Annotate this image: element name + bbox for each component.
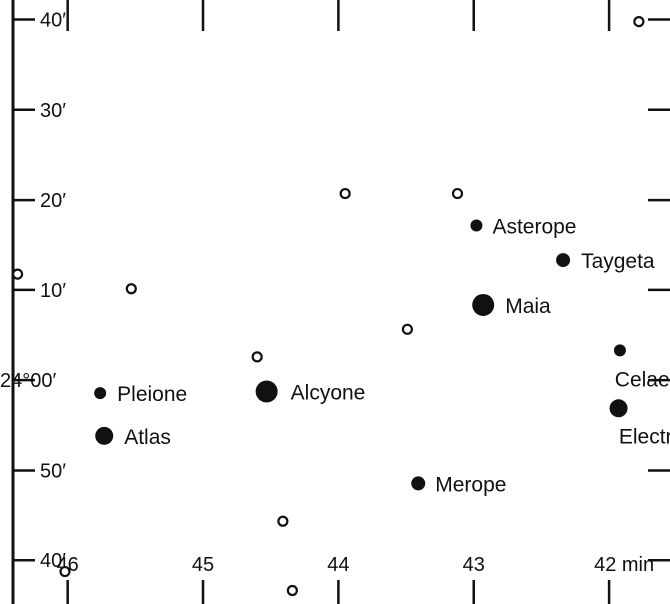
star-taygeta <box>556 253 571 268</box>
faint-star-1 <box>339 187 351 200</box>
y-tick-label-0: 40′ <box>40 9 66 31</box>
label-alcyone: Alcyone <box>291 381 366 404</box>
faint-star-9 <box>286 584 298 597</box>
y-tick-label-6: 40′ <box>40 550 66 572</box>
top-ticks <box>66 0 611 31</box>
label-pleione: Pleione <box>117 383 187 406</box>
label-merope: Merope <box>435 473 506 496</box>
star-maia <box>472 293 495 316</box>
star-markers <box>11 16 645 597</box>
x-tick-label-3: 43 <box>463 554 485 576</box>
label-celaeno: Celaeno <box>615 368 670 391</box>
faint-star-5 <box>401 323 414 335</box>
y-tick-label-2: 20′ <box>40 190 66 212</box>
y-tick-labels: 40′ 30′ 20′ 10′ 24°00′ 50′ 40′ <box>0 9 66 572</box>
faint-star-3 <box>11 268 24 280</box>
y-tick-label-1: 30′ <box>40 100 66 122</box>
star-electra <box>609 399 628 418</box>
left-ticks <box>13 18 35 562</box>
star-atlas <box>95 426 114 445</box>
faint-star-7 <box>277 515 289 527</box>
y-tick-label-3: 10′ <box>40 280 66 302</box>
star-pleione <box>94 387 107 400</box>
label-asterope: Asterope <box>492 215 576 238</box>
faint-star-4 <box>125 283 137 295</box>
label-maia: Maia <box>505 295 551 318</box>
x-tick-label-4: 42 min <box>594 554 654 576</box>
faint-star-6 <box>251 351 263 363</box>
faint-star-0 <box>633 16 645 28</box>
y-tick-label-4: 24°00′ <box>0 370 56 392</box>
bottom-ticks <box>66 580 611 604</box>
x-tick-label-2: 44 <box>327 554 349 576</box>
x-tick-label-1: 45 <box>192 554 214 576</box>
right-ticks <box>648 18 670 562</box>
star-celaeno <box>613 344 626 357</box>
y-tick-label-5: 50′ <box>40 460 66 482</box>
label-taygeta: Taygeta <box>581 250 655 273</box>
star-alcyone <box>255 380 278 403</box>
faint-star-2 <box>451 187 464 200</box>
label-electra: Electra <box>619 425 670 448</box>
star-asterope <box>470 219 483 232</box>
star-merope <box>411 476 426 491</box>
faint-star-8 <box>59 565 71 578</box>
x-tick-labels: 46 45 44 43 42 min <box>57 554 655 576</box>
label-atlas: Atlas <box>124 426 171 449</box>
